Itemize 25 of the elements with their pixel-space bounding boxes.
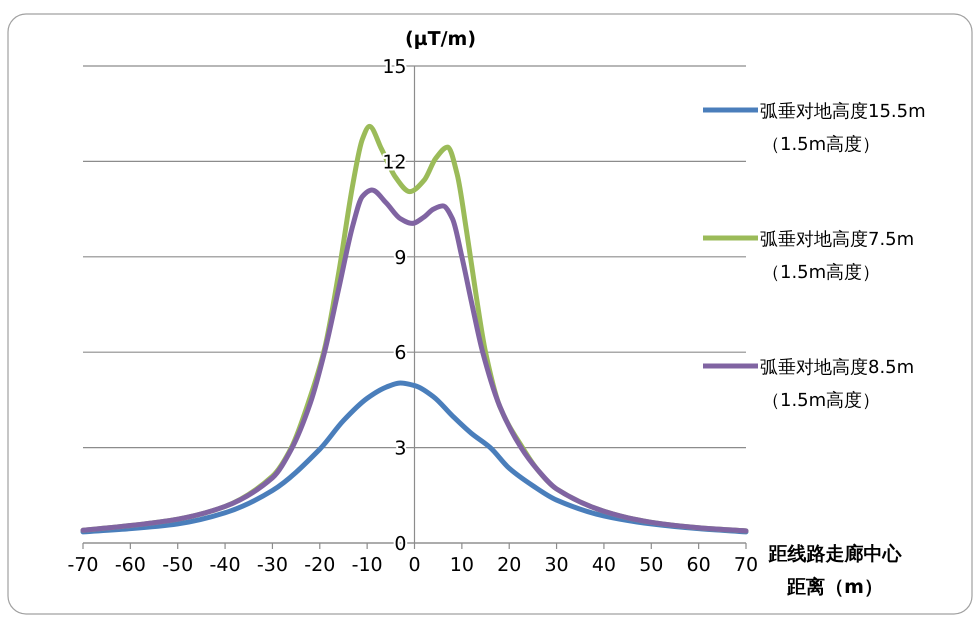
x-axis-title: 距线路走廊中心距离（m）	[768, 543, 902, 598]
y-tick-label: 6	[394, 342, 406, 364]
y-tick-label: 3	[394, 438, 406, 460]
x-tick-label: 50	[639, 554, 664, 576]
legend-label: 弧垂对地高度8.5m（1.5m高度）	[760, 357, 914, 411]
legend-label: 弧垂对地高度15.5m（1.5m高度）	[760, 101, 926, 155]
x-tick-label: -40	[210, 554, 241, 576]
x-tick-label: 40	[592, 554, 616, 576]
x-tick-label: 60	[686, 554, 711, 576]
x-tick-label: -70	[67, 554, 99, 576]
x-tick-label: -30	[256, 554, 288, 576]
x-tick-label: 30	[544, 554, 569, 576]
x-tick-label: -50	[162, 554, 194, 576]
x-tick-label: 20	[497, 554, 522, 576]
x-tick-label: -10	[352, 554, 383, 576]
legend-label: 弧垂对地高度7.5m（1.5m高度）	[760, 229, 914, 283]
x-tick-label: -60	[114, 554, 146, 576]
y-axis-title: (μT/m)	[404, 28, 476, 50]
x-tick-label: -20	[304, 554, 336, 576]
x-tick-label: 70	[734, 554, 758, 576]
x-tick-label: 10	[450, 554, 474, 576]
x-tick-label: 0	[408, 554, 421, 576]
y-tick-label: 0	[394, 533, 406, 555]
y-tick-label: 15	[382, 56, 406, 78]
y-tick-label: 9	[394, 246, 406, 269]
